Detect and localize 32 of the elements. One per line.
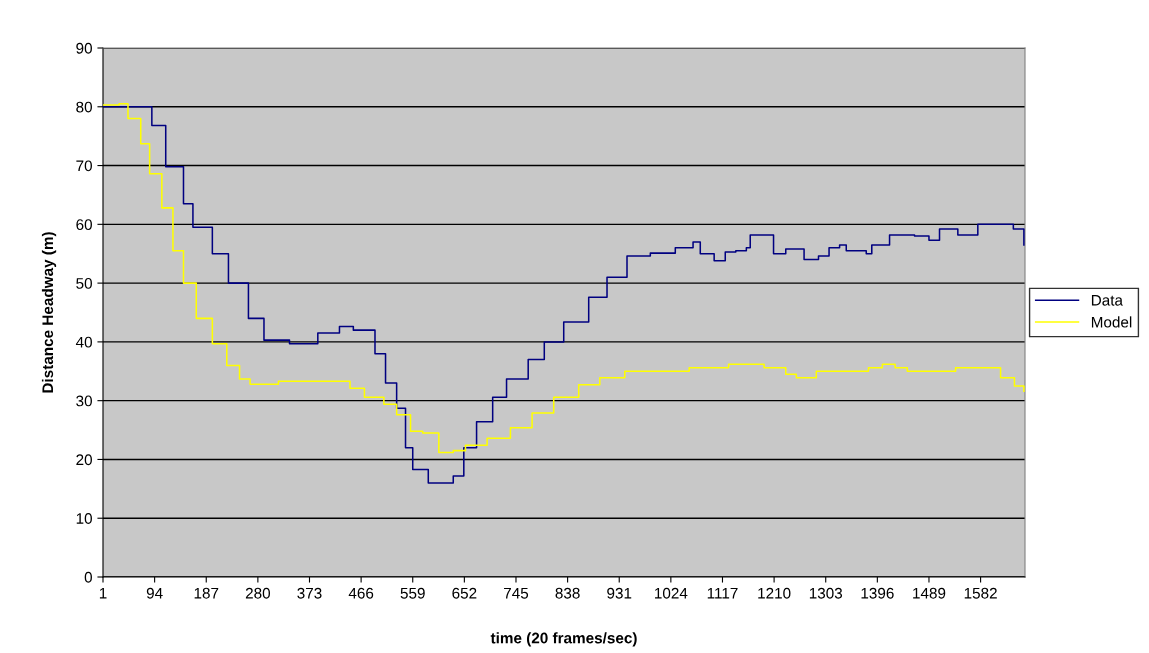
y-tick-label: 40 (75, 336, 92, 348)
x-tick-label: 1489 (913, 587, 946, 599)
y-axis-title: Distance Headway (m) (41, 232, 57, 393)
x-tick-label: 1582 (964, 587, 997, 599)
x-tick-label: 373 (297, 587, 322, 599)
x-tick-label: 1210 (758, 587, 791, 599)
y-tick-label: 70 (76, 160, 92, 172)
x-tick-label: 1117 (707, 587, 738, 599)
y-tick-label: 90 (76, 42, 92, 54)
y-tick-label: 50 (76, 277, 92, 289)
x-tick-label: 1 (99, 587, 107, 599)
x-tick-label: 1024 (655, 587, 688, 599)
y-tick-label: 20 (76, 454, 92, 466)
x-tick-label: 1396 (861, 587, 894, 599)
x-tick-label: 1303 (809, 587, 843, 599)
x-tick-label: 559 (400, 587, 425, 599)
x-tick-label: 745 (504, 587, 529, 599)
y-tick-label: 60 (76, 219, 92, 231)
x-tick-label: 94 (146, 587, 163, 599)
y-tick-label: 80 (76, 101, 92, 113)
x-axis-title: time (20 frames/sec) (490, 632, 637, 647)
x-tick-label: 931 (607, 587, 632, 599)
x-tick-label: 187 (194, 587, 219, 599)
y-tick-label: 0 (84, 571, 92, 583)
legend-label: Model (1091, 316, 1132, 328)
legend-label: Data (1091, 295, 1123, 306)
x-tick-label: 466 (348, 587, 374, 599)
y-tick-label: 10 (76, 513, 92, 524)
x-tick-label: 652 (452, 587, 477, 599)
y-tick-label: 30 (76, 395, 92, 407)
x-tick-label: 280 (245, 587, 271, 599)
x-tick-label: 838 (555, 587, 580, 599)
